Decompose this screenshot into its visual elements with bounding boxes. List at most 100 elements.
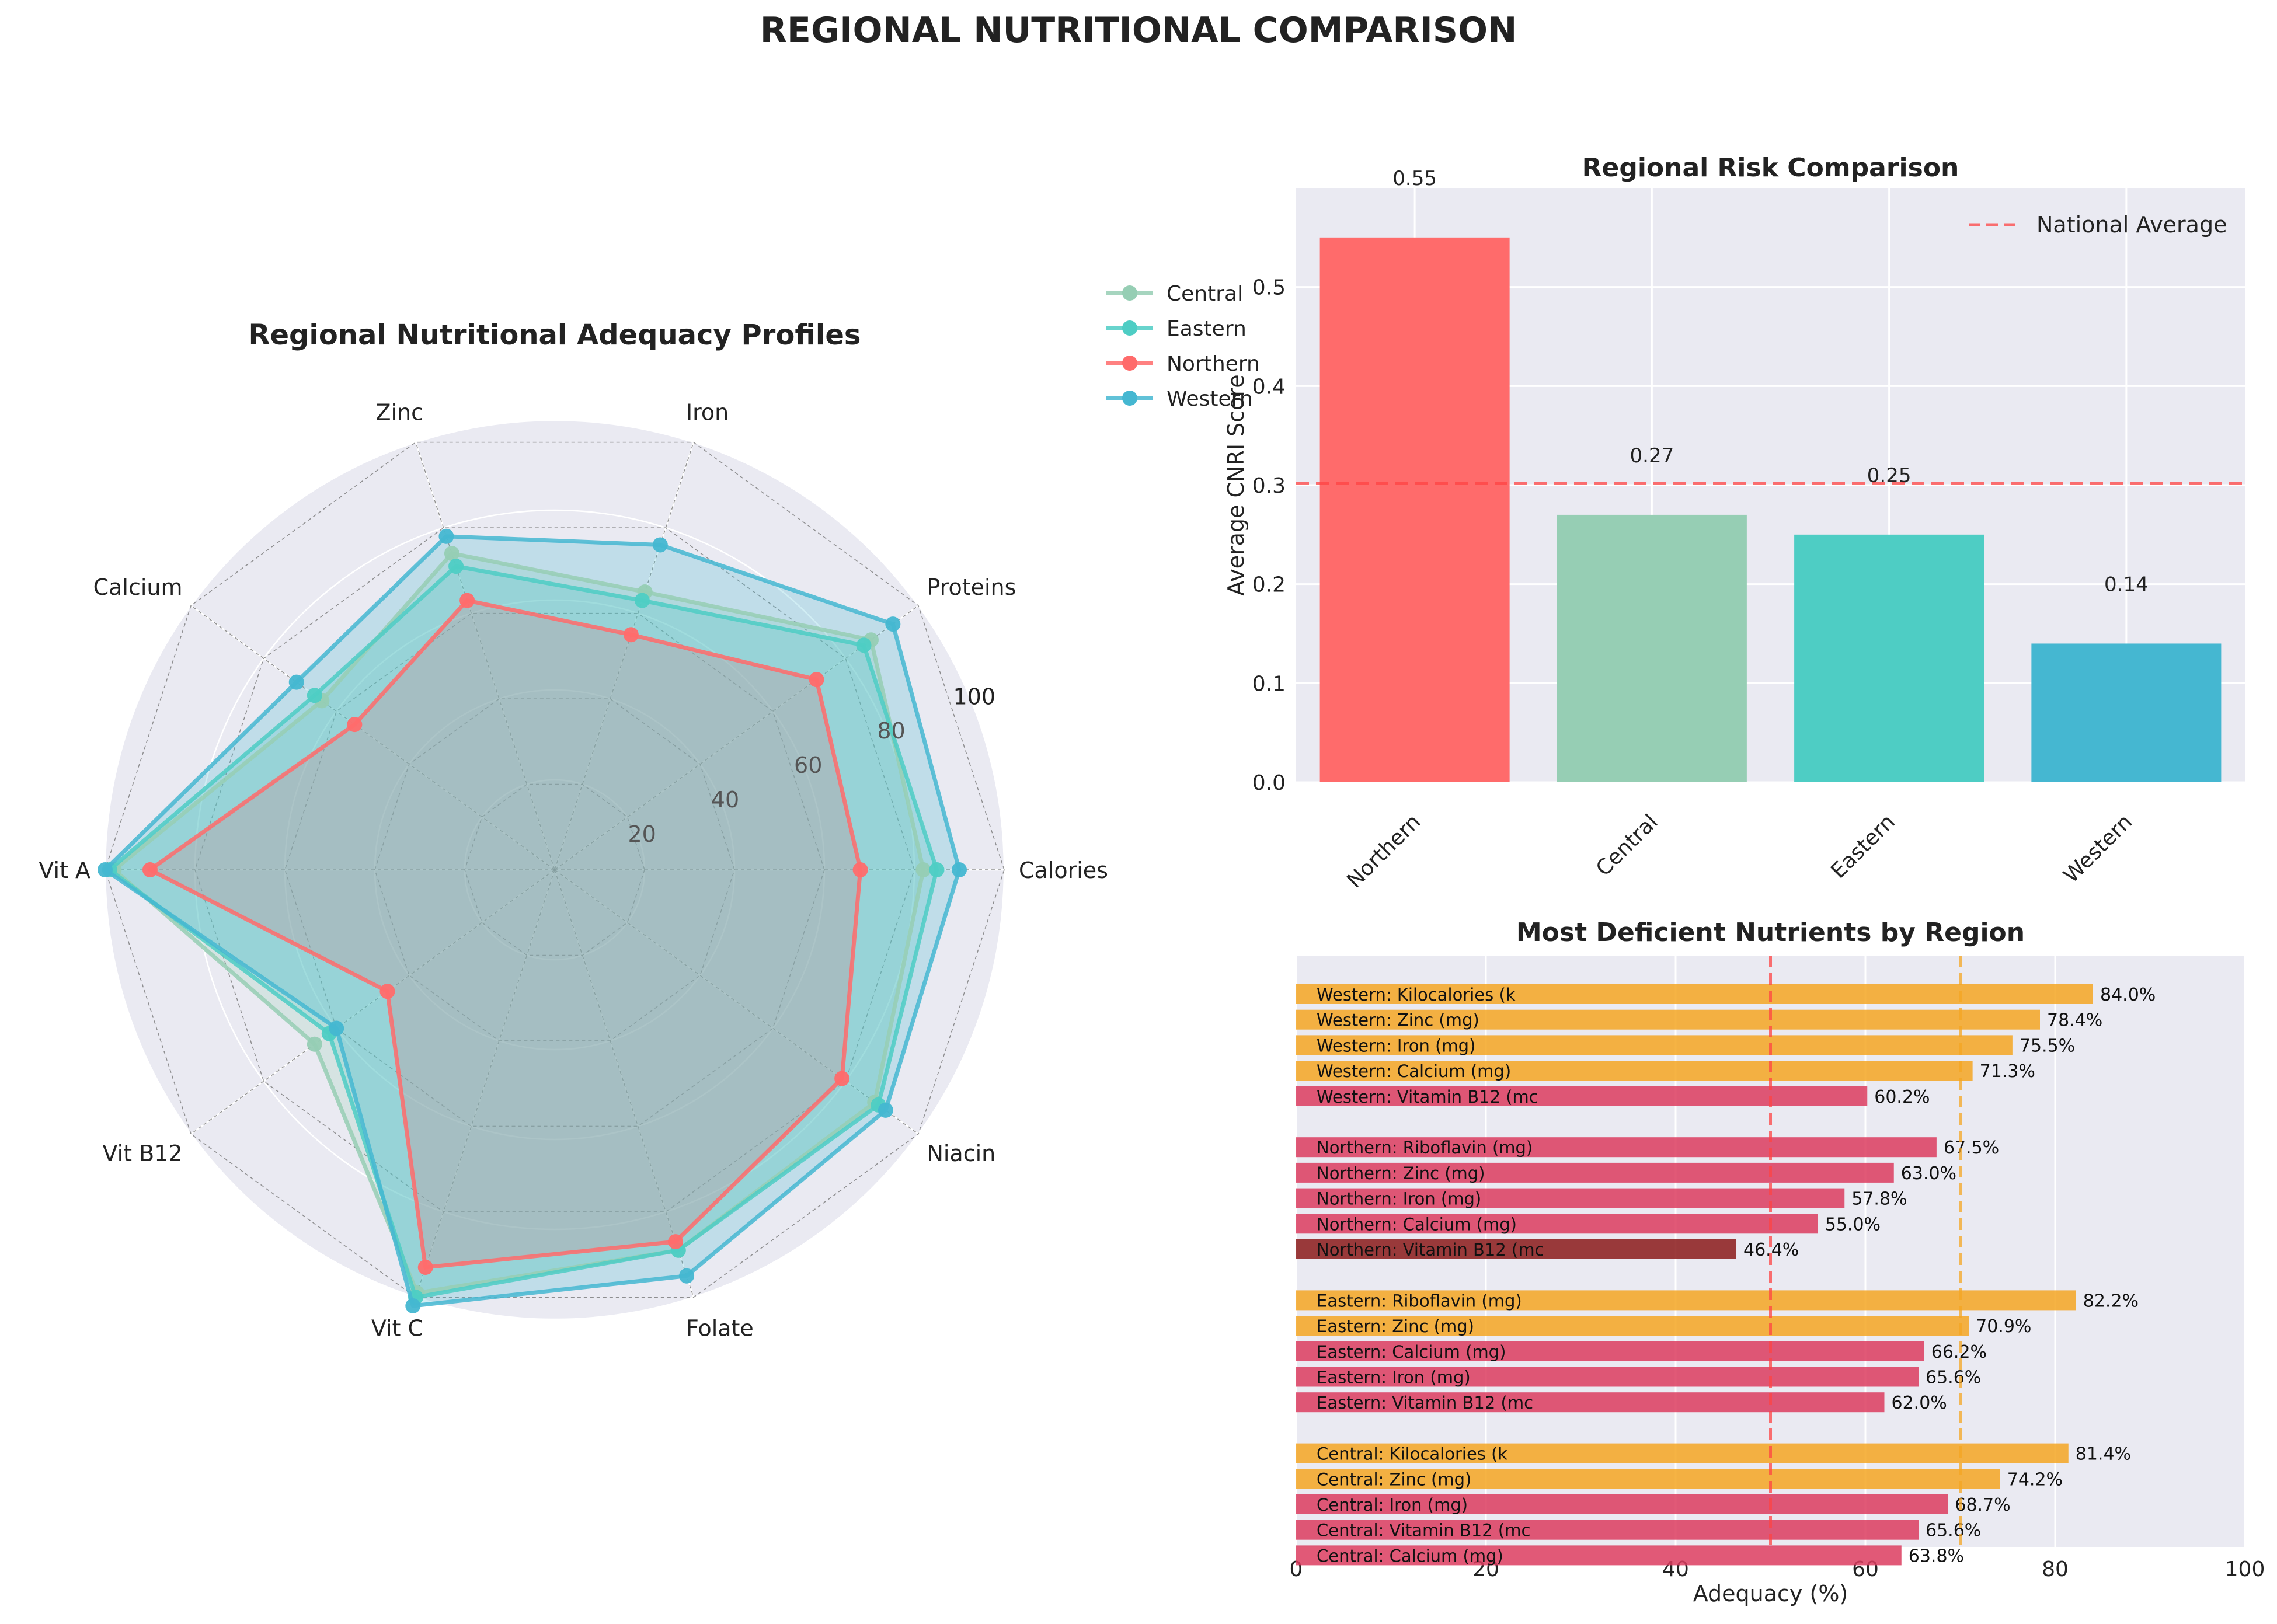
risk-bar-northern bbox=[1319, 237, 1510, 782]
deficient-bar bbox=[1296, 1520, 1919, 1540]
radar-point-western bbox=[652, 537, 668, 553]
deficient-bar-label: Eastern: Zinc (mg) bbox=[1317, 1316, 1474, 1336]
radar-point-central bbox=[307, 1036, 322, 1052]
radar-reference-spoke bbox=[415, 442, 555, 870]
deficient-bar-value-label: 74.2% bbox=[2007, 1469, 2063, 1490]
radar-radial-tick-label: 80 bbox=[877, 718, 905, 744]
figure-suptitle: REGIONAL NUTRITIONAL COMPARISON bbox=[760, 10, 1517, 51]
radar-area-western bbox=[105, 536, 959, 1306]
deficient-bar bbox=[1296, 1239, 1736, 1259]
deficient-bar bbox=[1296, 1316, 1969, 1336]
deficient-bar-value-label: 55.0% bbox=[1825, 1214, 1881, 1235]
radar-point-northern bbox=[809, 672, 824, 688]
deficient-bar-label: Central: Vitamin B12 (mc bbox=[1317, 1521, 1530, 1541]
radar-point-western bbox=[885, 616, 901, 632]
radar-point-eastern bbox=[856, 637, 872, 653]
radar-point-western bbox=[952, 862, 967, 877]
risk-bar-central bbox=[1557, 514, 1747, 782]
radar-reference-spoke bbox=[554, 869, 919, 1135]
radar-point-northern bbox=[347, 717, 363, 733]
radar-axis-label: Vit B12 bbox=[102, 1141, 182, 1166]
deficient-x-axis-label: Adequacy (%) bbox=[1693, 1581, 1848, 1606]
deficient-bar bbox=[1296, 1162, 1894, 1183]
deficient-x-tick-label: 100 bbox=[2225, 1557, 2265, 1581]
radar-area-central bbox=[114, 553, 924, 1293]
deficient-bar-label: Central: Zinc (mg) bbox=[1317, 1469, 1471, 1489]
deficient-bar bbox=[1296, 1545, 1902, 1566]
deficient-bar-value-label: 63.8% bbox=[1909, 1546, 1964, 1566]
risk-chart-title: Regional Risk Comparison bbox=[1582, 153, 1959, 183]
risk-y-tick-label: 0.2 bbox=[1252, 573, 1286, 597]
risk-bar-value-label: 0.14 bbox=[2104, 573, 2149, 596]
risk-bar-eastern bbox=[1794, 534, 1984, 782]
radar-legend-label: Central bbox=[1167, 282, 1243, 306]
radar-point-western bbox=[329, 1020, 344, 1036]
radar-point-eastern bbox=[448, 559, 464, 574]
deficient-bar-value-label: 71.3% bbox=[1980, 1061, 2035, 1082]
deficient-bar-label: Western: Zinc (mg) bbox=[1317, 1010, 1479, 1030]
deficient-bar-label: Eastern: Calcium (mg) bbox=[1317, 1342, 1506, 1362]
deficient-bar-label: Central: Kilocalories (k bbox=[1317, 1444, 1507, 1464]
deficient-bar bbox=[1296, 1137, 1937, 1158]
deficient-bar-label: Central: Calcium (mg) bbox=[1317, 1546, 1503, 1566]
radar-reference-spoke bbox=[415, 869, 555, 1298]
risk-bar-value-label: 0.55 bbox=[1392, 167, 1437, 190]
radar-point-northern bbox=[834, 1071, 850, 1086]
deficient-bar bbox=[1296, 1469, 2000, 1489]
deficient-bar bbox=[1296, 1494, 1948, 1514]
risk-y-axis-label: Average CNRI Score bbox=[1223, 374, 1249, 595]
deficient-bar-value-label: 67.5% bbox=[1944, 1138, 1999, 1158]
deficient-bar-label: Western: Calcium (mg) bbox=[1317, 1061, 1511, 1081]
radar-point-central bbox=[444, 546, 459, 562]
deficient-bar-label: Northern: Calcium (mg) bbox=[1317, 1214, 1517, 1234]
deficient-bar-label: Western: Kilocalories (k bbox=[1317, 985, 1516, 1005]
deficient-chart-title: Most Deficient Nutrients by Region bbox=[1516, 918, 2025, 947]
radar-legend-label: Eastern bbox=[1167, 317, 1247, 341]
radar-area-northern bbox=[150, 600, 861, 1268]
radar-point-northern bbox=[852, 862, 868, 877]
radar-point-eastern bbox=[634, 593, 650, 608]
radar-point-western bbox=[878, 1102, 893, 1118]
deficient-bar bbox=[1296, 1290, 2076, 1311]
risk-y-tick-label: 0.0 bbox=[1252, 771, 1286, 795]
radar-point-northern bbox=[142, 862, 158, 877]
radar-radial-tick-label: 20 bbox=[628, 821, 656, 847]
deficient-bar-label: Northern: Vitamin B12 (mc bbox=[1317, 1240, 1544, 1260]
deficient-bar-label: Western: Iron (mg) bbox=[1317, 1036, 1475, 1055]
risk-y-tick-label: 0.5 bbox=[1252, 276, 1286, 300]
radar-axis-label: Iron bbox=[686, 399, 729, 425]
deficient-bar bbox=[1296, 1214, 1818, 1234]
radar-axis-label: Folate bbox=[686, 1316, 754, 1341]
deficient-bar bbox=[1296, 1443, 2069, 1463]
radar-point-eastern bbox=[929, 862, 945, 877]
deficient-bar-value-label: 78.4% bbox=[2047, 1010, 2102, 1031]
risk-bar-value-label: 0.27 bbox=[1630, 444, 1674, 468]
deficient-bar bbox=[1296, 1061, 1973, 1081]
radar-legend-marker bbox=[1122, 391, 1137, 406]
radar-axis-label: Vit C bbox=[371, 1316, 423, 1341]
deficient-bar-value-label: 65.6% bbox=[1926, 1368, 1981, 1388]
radar-legend-marker bbox=[1122, 320, 1137, 336]
radar-radial-tick-label: 60 bbox=[794, 752, 822, 778]
deficient-bar-value-label: 62.0% bbox=[1892, 1393, 1947, 1413]
deficient-bar-label: Northern: Riboflavin (mg) bbox=[1317, 1138, 1533, 1158]
deficient-bar-value-label: 81.4% bbox=[2076, 1444, 2131, 1465]
deficient-bar-value-label: 68.7% bbox=[1955, 1495, 2010, 1515]
radar-axis-label: Vit A bbox=[39, 858, 90, 883]
radar-point-northern bbox=[623, 627, 639, 643]
radar-axis-label: Zinc bbox=[375, 399, 423, 425]
radar-legend-label: Western bbox=[1167, 387, 1253, 411]
deficient-bar-label: Eastern: Vitamin B12 (mc bbox=[1317, 1393, 1533, 1413]
deficient-bar bbox=[1296, 1035, 2013, 1055]
deficient-bar-value-label: 82.2% bbox=[2083, 1291, 2139, 1311]
deficient-bar-label: Eastern: Riboflavin (mg) bbox=[1317, 1291, 1522, 1311]
radar-point-eastern bbox=[307, 688, 322, 703]
radar-axis-label: Proteins bbox=[927, 574, 1016, 600]
deficient-bar-value-label: 84.0% bbox=[2100, 985, 2156, 1005]
radar-legend-marker bbox=[1122, 356, 1137, 371]
radar-point-western bbox=[438, 528, 454, 544]
deficient-bar-label: Northern: Zinc (mg) bbox=[1317, 1163, 1485, 1183]
radar-point-northern bbox=[459, 593, 475, 608]
